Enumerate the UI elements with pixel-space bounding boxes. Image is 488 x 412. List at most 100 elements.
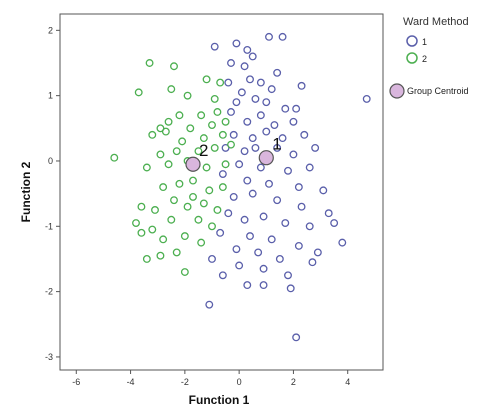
point-group-1 xyxy=(267,85,276,94)
legend-marker-2 xyxy=(406,52,418,64)
point-group-1 xyxy=(281,104,290,113)
point-group-2 xyxy=(183,91,192,100)
y-axis-title: Function 2 xyxy=(19,161,33,222)
point-group-2 xyxy=(197,111,206,120)
point-group-2 xyxy=(194,147,203,156)
point-group-1 xyxy=(278,134,287,143)
point-group-1 xyxy=(292,104,301,113)
x-axis-title: Function 1 xyxy=(189,393,250,407)
point-group-1 xyxy=(248,134,257,143)
group-centroid-1 xyxy=(258,150,274,166)
point-group-1 xyxy=(300,130,309,139)
point-group-1 xyxy=(243,176,252,185)
point-group-1 xyxy=(224,78,233,87)
point-group-1 xyxy=(216,228,225,237)
point-group-1 xyxy=(248,52,257,61)
centroid-label-2: 2 xyxy=(199,141,208,160)
point-group-1 xyxy=(265,32,273,41)
point-group-2 xyxy=(134,88,143,97)
point-group-1 xyxy=(273,68,282,77)
point-group-1 xyxy=(292,333,301,342)
point-group-2 xyxy=(213,108,222,116)
point-group-1 xyxy=(313,248,322,257)
point-group-1 xyxy=(275,255,284,263)
x-tick-label: 2 xyxy=(291,377,296,387)
point-group-1 xyxy=(338,238,347,247)
points-layer xyxy=(110,32,371,342)
point-group-2 xyxy=(148,130,157,139)
point-group-2 xyxy=(202,75,211,84)
point-group-1 xyxy=(240,215,249,224)
point-group-1 xyxy=(210,42,219,51)
point-group-2 xyxy=(164,160,173,169)
point-group-1 xyxy=(297,81,306,90)
point-group-2 xyxy=(210,143,219,152)
point-group-2 xyxy=(183,202,192,211)
point-group-2 xyxy=(194,215,203,224)
point-group-2 xyxy=(164,117,173,126)
point-group-2 xyxy=(161,127,170,136)
point-group-2 xyxy=(227,140,235,149)
point-group-2 xyxy=(208,222,216,231)
point-group-2 xyxy=(199,199,208,208)
point-group-1 xyxy=(305,163,314,172)
point-group-2 xyxy=(189,176,197,185)
point-group-2 xyxy=(148,225,157,234)
legend: Ward Method 1 2 Group Centroid xyxy=(389,16,469,99)
point-group-2 xyxy=(218,130,227,139)
point-group-1 xyxy=(259,281,268,290)
x-tick-label: 4 xyxy=(345,377,350,387)
point-group-1 xyxy=(235,160,244,169)
point-group-1 xyxy=(265,179,273,188)
point-group-2 xyxy=(156,150,165,159)
point-group-2 xyxy=(189,192,197,201)
point-group-1 xyxy=(246,75,254,84)
point-group-1 xyxy=(218,170,227,178)
point-group-2 xyxy=(137,228,146,237)
point-group-1 xyxy=(251,94,260,103)
point-group-1 xyxy=(308,258,317,267)
point-group-1 xyxy=(256,111,265,120)
point-group-1 xyxy=(273,196,282,205)
point-group-1 xyxy=(256,163,265,172)
point-group-1 xyxy=(232,245,241,254)
point-group-2 xyxy=(142,255,151,263)
y-tick-label: 2 xyxy=(48,25,53,35)
point-group-1 xyxy=(240,62,249,71)
point-group-1 xyxy=(232,39,241,48)
x-tick-label: -4 xyxy=(127,377,135,387)
point-group-1 xyxy=(243,117,252,126)
point-group-2 xyxy=(142,163,151,172)
point-group-1 xyxy=(284,271,292,280)
point-group-1 xyxy=(235,261,244,270)
point-group-2 xyxy=(159,183,168,192)
point-group-1 xyxy=(229,130,238,139)
point-group-2 xyxy=(175,179,184,188)
point-group-1 xyxy=(251,143,260,152)
point-group-2 xyxy=(172,248,181,257)
point-group-2 xyxy=(180,268,189,276)
point-group-2 xyxy=(156,251,165,260)
legend-centroid-label: Group Centroid xyxy=(407,86,469,96)
x-tick-label: -6 xyxy=(72,377,80,387)
point-group-2 xyxy=(178,137,187,146)
point-group-2 xyxy=(199,134,208,143)
point-group-1 xyxy=(232,98,241,107)
point-group-2 xyxy=(170,62,178,71)
point-group-2 xyxy=(210,94,219,103)
point-group-1 xyxy=(289,150,298,159)
point-group-1 xyxy=(273,143,282,152)
point-group-2 xyxy=(175,111,184,120)
point-group-1 xyxy=(259,212,268,221)
legend-marker-1 xyxy=(406,35,418,47)
point-group-1 xyxy=(319,186,328,195)
point-group-1 xyxy=(289,117,298,126)
point-group-2 xyxy=(110,153,119,162)
point-group-2 xyxy=(216,78,225,87)
point-group-1 xyxy=(256,78,265,87)
plot-area xyxy=(59,13,384,371)
point-group-2 xyxy=(213,206,222,214)
point-group-2 xyxy=(205,186,214,195)
